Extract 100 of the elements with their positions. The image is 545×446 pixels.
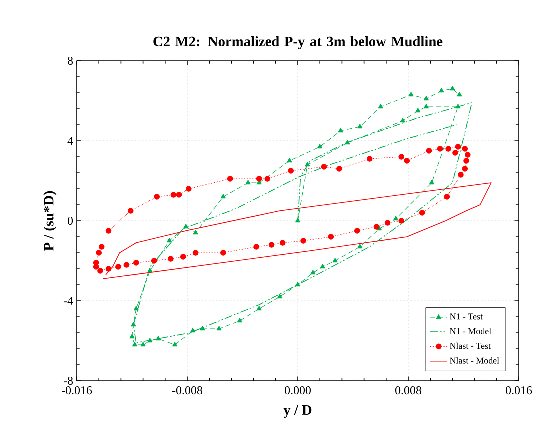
point [237, 318, 243, 323]
point [404, 158, 410, 164]
point [444, 194, 450, 200]
point [96, 250, 102, 256]
point [106, 228, 112, 234]
point [345, 140, 350, 145]
y-tick-label: 4 [68, 137, 74, 145]
point [227, 176, 234, 182]
point [336, 166, 342, 172]
point [148, 338, 153, 343]
point [256, 306, 262, 311]
point [98, 268, 104, 274]
point [156, 336, 162, 341]
point [439, 88, 444, 93]
point [424, 96, 430, 101]
legend-label: Nlast - Model [450, 358, 500, 364]
point [167, 238, 172, 243]
point [328, 234, 334, 240]
point [318, 144, 323, 149]
point [458, 172, 464, 178]
point [452, 150, 458, 156]
point [287, 158, 292, 163]
point [268, 242, 275, 248]
point [220, 194, 226, 199]
point [400, 118, 406, 123]
point [424, 104, 430, 109]
y-axis-title: P / (su*D) [44, 191, 57, 252]
point [394, 216, 399, 221]
point [193, 230, 198, 235]
point [462, 166, 468, 172]
point [295, 218, 301, 223]
point [464, 158, 470, 164]
point [220, 250, 226, 256]
x-axis-title: y / D [284, 405, 312, 418]
point [170, 192, 177, 198]
point [457, 92, 462, 97]
x-tick-label: 0.000 [285, 386, 311, 395]
point [398, 218, 404, 224]
point [332, 258, 338, 263]
point [465, 152, 471, 158]
point [151, 258, 158, 264]
point [134, 306, 139, 311]
legend-label: N1 - Test [450, 314, 483, 320]
point [116, 264, 122, 270]
point [462, 146, 468, 152]
point [278, 294, 283, 299]
point [295, 282, 301, 287]
point [384, 220, 391, 226]
point [300, 238, 306, 244]
point [398, 154, 404, 160]
point [429, 180, 435, 185]
point [264, 176, 271, 182]
point [106, 266, 112, 272]
point [426, 148, 432, 154]
point [354, 228, 360, 234]
x-tick-label: 0.008 [396, 386, 422, 395]
point [446, 146, 452, 152]
point [246, 180, 251, 185]
point [358, 124, 363, 129]
point [132, 342, 138, 347]
point [184, 224, 189, 229]
point [366, 156, 373, 162]
point [140, 342, 146, 347]
point [148, 268, 153, 273]
point [455, 144, 462, 150]
point [168, 256, 174, 262]
point [288, 168, 294, 174]
point [124, 262, 130, 268]
point [378, 104, 384, 109]
point [186, 186, 192, 192]
point [437, 146, 444, 152]
y-tick-label: 8 [68, 56, 74, 66]
point [256, 176, 262, 182]
point [419, 210, 426, 216]
y-tick-label: -8 [64, 376, 74, 386]
point [305, 162, 310, 167]
point [180, 254, 186, 260]
point [190, 328, 196, 333]
point [416, 108, 421, 113]
point [254, 244, 260, 250]
x-tick-label: -0.008 [172, 386, 202, 395]
point [321, 164, 328, 170]
point [456, 104, 461, 109]
point [408, 92, 414, 97]
y-tick-label: -4 [64, 297, 74, 305]
point [154, 194, 160, 200]
point [176, 192, 182, 198]
point [310, 270, 316, 275]
point [172, 342, 178, 347]
point [131, 322, 136, 327]
chart-title: C2 M2: Normalized P-y at 3m below Mudline [154, 36, 443, 50]
y-tick-label: 0 [68, 216, 74, 226]
point [280, 240, 286, 246]
legend-label: Nlast - Test [450, 342, 491, 350]
point [338, 128, 344, 133]
point [200, 326, 206, 331]
x-tick-label: 0.016 [506, 386, 532, 395]
point [98, 244, 105, 250]
point [130, 334, 135, 339]
point [358, 244, 363, 249]
